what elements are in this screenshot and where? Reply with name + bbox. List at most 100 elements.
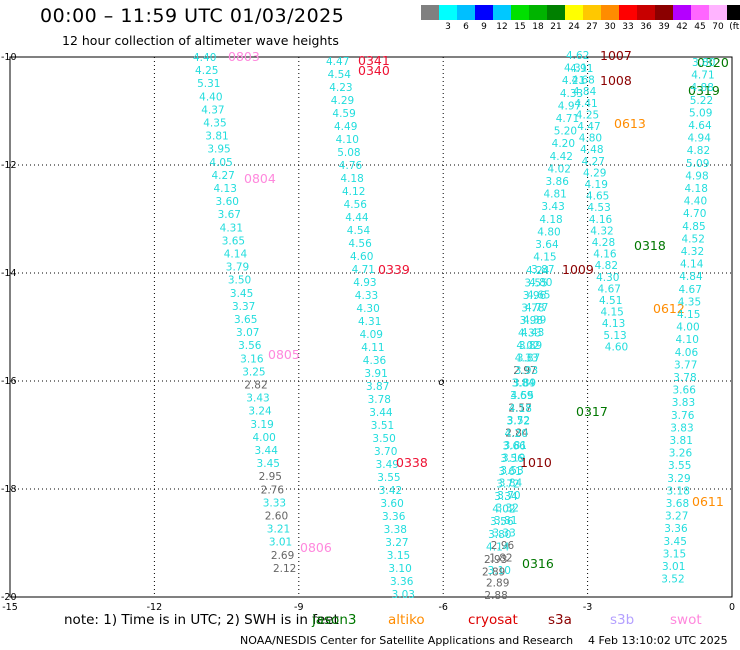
- wave-height-value: 4.68: [571, 75, 594, 87]
- wave-height-value: 4.47: [326, 56, 349, 68]
- colorbar-swatch: [493, 5, 511, 20]
- y-tick-label: -20: [1, 592, 17, 603]
- wave-height-value: 5.09: [686, 158, 709, 170]
- wave-height-value: 4.42: [550, 151, 573, 163]
- wave-height-value: 4.23: [329, 82, 352, 94]
- colorbar-label: 15: [514, 22, 526, 32]
- wave-height-value: 3.55: [668, 460, 691, 472]
- legend-jason3: jason3: [312, 612, 357, 628]
- wave-height-value: 3.81: [205, 131, 228, 143]
- wave-height-value: 3.76: [671, 410, 695, 422]
- x-tick-label: -9: [294, 602, 303, 613]
- wave-height-value: 3.10: [488, 565, 511, 577]
- colorbar-swatch: [475, 5, 493, 20]
- colorbar-swatch: [421, 5, 439, 20]
- colorbar-swatch: [565, 5, 583, 20]
- wave-height-value: 4.02: [516, 340, 539, 352]
- wave-height-value: 3.45: [257, 458, 280, 470]
- page-subtitle: 12 hour collection of altimeter wave hei…: [62, 33, 339, 48]
- wave-height-value: 5.13: [603, 330, 626, 342]
- colorbar-label: 39: [658, 22, 670, 32]
- wave-height-value: 4.33: [355, 290, 378, 302]
- colorbar-swatch: [691, 5, 709, 20]
- wave-height-value: 4.60: [350, 251, 373, 263]
- wave-height-value: 3.01: [662, 561, 685, 573]
- colorbar-swatch: [439, 5, 457, 20]
- wave-height-value: 3.72: [496, 478, 519, 490]
- wave-height-value: 4.29: [583, 167, 606, 179]
- wave-height-value: 2.97: [513, 365, 536, 377]
- wave-height-value: 3.50: [228, 275, 251, 287]
- wave-height-value: 4.31: [358, 316, 381, 328]
- wave-height-value: 4.40: [193, 52, 216, 64]
- colorbar-swatch: [619, 5, 637, 20]
- wave-height-value: 2.88: [484, 590, 507, 602]
- wave-height-value: 4.70: [683, 208, 706, 220]
- wave-height-value: 3.87: [366, 381, 389, 393]
- wave-height-value: 1.82: [489, 553, 512, 565]
- wave-height-value: 4.40: [684, 196, 707, 208]
- colorbar-label: 6: [463, 22, 469, 32]
- wave-height-value: 4.51: [599, 295, 622, 307]
- wave-height-value: 3.43: [246, 393, 269, 405]
- wave-height-value: 4.60: [605, 341, 628, 353]
- wave-height-value: 4.11: [361, 342, 384, 354]
- pass-time-label: 0803: [228, 49, 260, 64]
- wave-height-value: 4.19: [585, 179, 608, 191]
- wave-height-value: 3.80: [692, 57, 715, 69]
- generated-timestamp: 4 Feb 13:10:02 UTC 2025: [588, 634, 728, 647]
- wave-height-value: 3.18: [667, 485, 690, 497]
- wave-height-value: 3.50: [372, 433, 395, 445]
- wave-height-value: 4.27: [211, 170, 234, 182]
- wave-height-value: 4.65: [586, 191, 609, 203]
- wave-height-value: 4.10: [336, 134, 359, 146]
- wave-height-value: 3.29: [667, 473, 690, 485]
- wave-height-value: 4.80: [537, 226, 560, 238]
- wave-height-value: 4.00: [676, 322, 699, 334]
- wave-height-value: 4.37: [201, 104, 224, 116]
- colorbar-label: 27: [586, 22, 598, 32]
- wave-height-value: 4.36: [363, 355, 387, 367]
- wave-height-value: 3.42: [379, 485, 402, 497]
- wave-height-value: 3.79: [226, 262, 249, 274]
- land-marker: o: [438, 377, 444, 388]
- wave-height-value: 3.78: [368, 394, 391, 406]
- wave-height-value: 4.91: [570, 63, 593, 75]
- wave-height-value: 3.15: [387, 550, 410, 562]
- legend-altiko: altiko: [388, 612, 425, 628]
- colorbar-label: (ft): [729, 22, 740, 32]
- wave-height-value: 3.66: [673, 385, 697, 397]
- wave-height-value: 3.69: [510, 390, 533, 402]
- colorbar-swatch: [601, 5, 619, 20]
- wave-height-value: 3.81: [504, 440, 527, 452]
- colorbar-label: 18: [532, 22, 544, 32]
- colorbar-label: 30: [604, 22, 616, 32]
- wave-height-value: 3.77: [674, 359, 697, 371]
- wave-height-value: 4.18: [509, 403, 532, 415]
- wave-height-value: 4.33: [515, 353, 538, 365]
- wave-height-value: 4.41: [574, 98, 597, 110]
- wave-height-value: 4.27: [582, 156, 605, 168]
- wave-height-value: 2.84: [505, 428, 529, 440]
- wave-height-value: 4.48: [580, 144, 603, 156]
- wave-height-value: 3.65: [234, 314, 257, 326]
- wave-height-value: 3.51: [371, 420, 394, 432]
- wave-height-value: 4.13: [214, 183, 237, 195]
- colorbar-swatch: [673, 5, 691, 20]
- wave-height-value: 4.44: [345, 212, 369, 224]
- wave-height-value: 4.20: [552, 138, 575, 150]
- wave-height-value: 3.27: [665, 511, 688, 523]
- wave-height-value: 4.55: [511, 390, 534, 402]
- wave-height-value: 4.81: [543, 189, 566, 201]
- wave-height-value: 3.98: [520, 315, 543, 327]
- wave-height-value: 4.62: [566, 50, 589, 62]
- wave-height-value: 4.32: [681, 246, 704, 258]
- wave-height-value: 3.52: [661, 574, 684, 586]
- wave-height-value: 4.14: [486, 541, 510, 553]
- wave-height-value: 3.70: [497, 490, 520, 502]
- wave-height-value: 3.55: [377, 472, 400, 484]
- wave-height-value: 4.64: [688, 120, 712, 132]
- wave-height-value: 4.54: [347, 225, 371, 237]
- colorbar-label: 24: [568, 22, 580, 32]
